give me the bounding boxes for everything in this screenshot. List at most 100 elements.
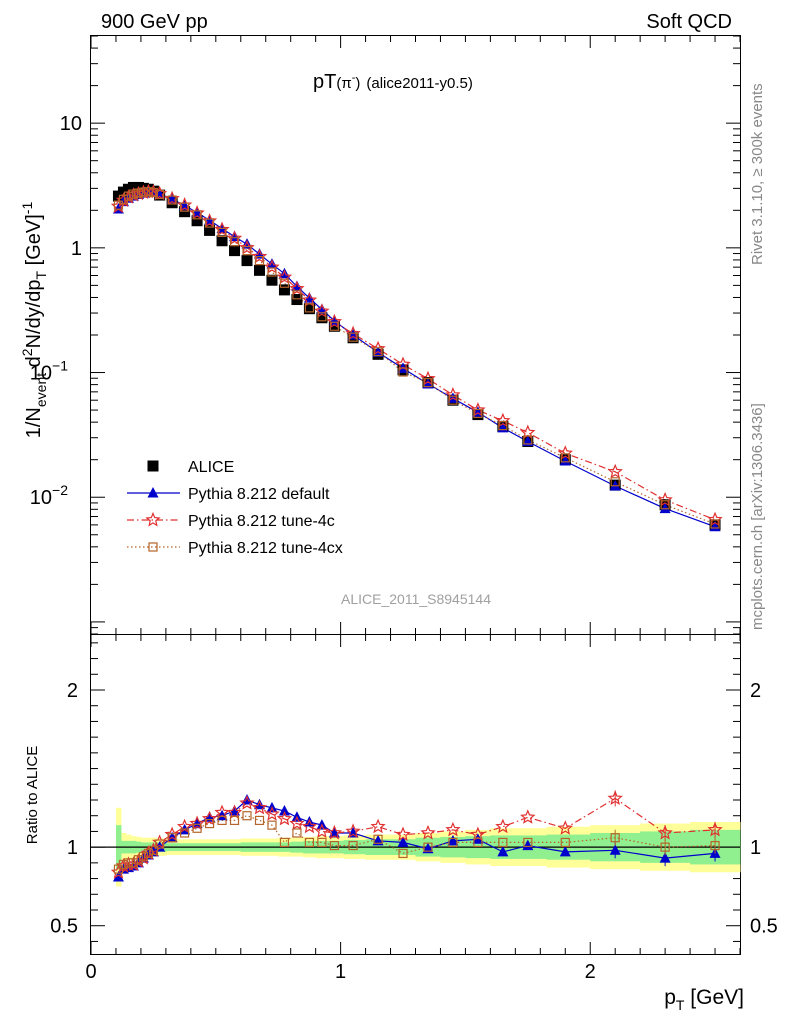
data-point-tune4cx <box>138 187 149 197</box>
ratio-point-tune4cx <box>113 864 124 874</box>
ratio-point-tune4cx <box>242 811 252 821</box>
main-axis-ticks: 10 1 10−1 10−2 <box>30 35 741 635</box>
data-point-tune4c <box>152 185 168 201</box>
ratio-y-tick-label: 0.5 <box>50 916 78 938</box>
ratio-point-tune4c <box>520 809 536 824</box>
data-point-tune4cx <box>180 202 190 212</box>
data-point-tune4cx <box>133 188 144 198</box>
data-point-tune4cx <box>118 194 129 204</box>
ratio-point-tune4cx <box>373 834 383 844</box>
legend-label-default: Pythia 8.212 default <box>188 486 330 503</box>
ratio-point-tune4cx <box>398 848 408 859</box>
ratio-point-tune4cx <box>329 840 339 851</box>
data-point-tune4cx <box>242 246 252 256</box>
data-point-tune4c <box>370 340 386 356</box>
legend-symbol-tune4c <box>145 511 161 527</box>
data-point-tune4c <box>276 269 293 284</box>
ratio-point-tune4cx <box>448 837 458 848</box>
main-y-tick-label: 1 <box>71 238 82 260</box>
ratio-data-series <box>110 790 723 882</box>
data-point-tune4c <box>226 230 243 245</box>
ratio-point-default <box>112 871 124 882</box>
ratio-point-tune4c <box>470 826 486 842</box>
ratio-point-tune4c <box>370 818 386 834</box>
ratio-point-default <box>609 844 621 855</box>
legend-marker-alice <box>147 460 159 472</box>
ratio-point-default <box>522 839 534 851</box>
ratio-point-default <box>497 845 509 857</box>
ratio-point-default <box>347 827 359 838</box>
ratio-axis-ticks: 0 1 2 2 2 1 1 0.5 0.5 <box>50 635 778 983</box>
ratio-point-tune4cx <box>473 837 483 848</box>
plot-title-particle: (π <box>336 75 351 92</box>
data-point-default <box>316 303 328 315</box>
data-point-tune4cx <box>128 189 139 199</box>
ratio-point-tune4cx <box>123 858 134 868</box>
ratio-point-tune4cx <box>143 848 154 859</box>
data-point-default <box>229 230 241 242</box>
ratio-point-tune4c <box>289 815 305 831</box>
data-point-alice <box>229 245 241 257</box>
ratio-y-tick-label-right: 1 <box>750 837 761 859</box>
ratio-point-tune4c <box>251 799 268 815</box>
ratio-point-tune4c <box>420 824 436 840</box>
plot-title-charge: - <box>352 72 356 84</box>
data-point-tune4c <box>140 183 157 199</box>
data-point-tune4cx <box>148 187 159 198</box>
data-point-tune4c <box>164 190 180 206</box>
data-point-alice <box>303 303 315 315</box>
data-point-tune4cx <box>279 278 290 288</box>
data-point-tune4c <box>495 412 511 428</box>
data-point-alice <box>316 312 328 324</box>
data-point-tune4cx <box>155 189 165 200</box>
ratio-point-tune4cx <box>229 815 240 826</box>
ratio-point-tune4cx <box>217 815 227 826</box>
plot-title: pT(π-) (alice2011-y0.5) <box>313 71 473 93</box>
ratio-point-tune4cx <box>292 828 302 838</box>
data-point-tune4cx <box>329 321 339 331</box>
data-point-default <box>303 292 315 303</box>
data-point-tune4cx <box>373 347 383 357</box>
data-point-tune4cx <box>267 267 277 277</box>
ratio-y-tick-label-right: 2 <box>750 680 761 702</box>
legend-label-alice: ALICE <box>188 459 234 476</box>
ratio-point-tune4c <box>110 864 127 879</box>
legend-symbol-tune4cx <box>148 542 158 552</box>
data-point-tune4cx <box>348 332 358 342</box>
data-point-tune4c <box>239 239 255 255</box>
data-point-alice <box>291 294 303 306</box>
ratio-point-tune4c <box>314 823 330 838</box>
ratio-point-tune4cx <box>155 839 165 849</box>
data-point-tune4cx <box>143 187 154 197</box>
legend-symbol-alice <box>147 460 159 472</box>
ratio-y-tick-label: 2 <box>67 680 78 702</box>
data-point-tune4c <box>264 259 280 274</box>
ratio-plot-frame <box>90 634 741 955</box>
data-point-alice <box>253 264 265 276</box>
x-tick-label: 0 <box>85 961 96 983</box>
data-point-tune4cx <box>229 237 240 247</box>
data-point-tune4cx <box>610 477 620 487</box>
ratio-point-tune4cx <box>660 842 670 852</box>
ratio-point-tune4cx <box>560 837 570 848</box>
data-point-tune4cx <box>317 312 327 322</box>
data-point-alice <box>191 215 203 227</box>
data-point-tune4cx <box>523 435 533 445</box>
data-point-alice <box>266 274 278 286</box>
data-point-tune4cx <box>498 421 508 431</box>
data-point-tune4c <box>345 325 361 341</box>
ratio-point-tune4cx <box>267 820 277 830</box>
ratio-point-tune4cx <box>148 845 159 855</box>
ratio-point-default <box>253 798 265 810</box>
ratio-point-tune4cx <box>133 855 144 865</box>
legend-symbol-default <box>147 487 159 498</box>
data-point-tune4cx <box>192 210 202 220</box>
data-point-default <box>659 502 671 514</box>
data-point-tune4c <box>470 402 486 417</box>
ratio-point-tune4c <box>151 834 168 849</box>
ratio-point-tune4cx <box>498 837 508 848</box>
ratio-point-tune4c <box>445 821 461 837</box>
data-point-tune4c <box>214 221 230 237</box>
ratio-point-default <box>559 845 571 857</box>
data-point-tune4c <box>301 292 318 307</box>
